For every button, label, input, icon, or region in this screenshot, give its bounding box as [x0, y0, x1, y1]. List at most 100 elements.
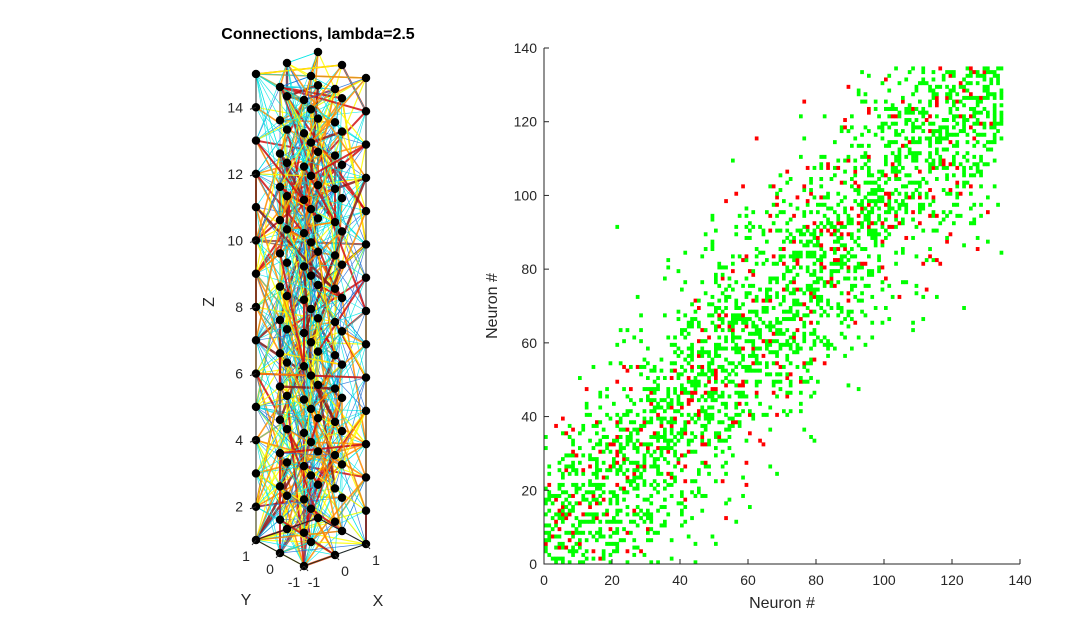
excitatory-connection-cell [785, 328, 790, 333]
excitatory-connection-cell [622, 538, 626, 543]
excitatory-connection-cell [724, 298, 728, 303]
excitatory-connection-cell [921, 228, 926, 233]
network-node [330, 118, 340, 127]
excitatory-connection-cell [724, 346, 728, 351]
excitatory-connection-cell [598, 420, 603, 425]
excitatory-connection-cell [625, 394, 630, 399]
excitatory-connection-cell [965, 158, 970, 163]
excitatory-connection-cell [605, 468, 609, 473]
excitatory-connection-cell [659, 449, 664, 454]
excitatory-connection-cell [975, 73, 980, 78]
excitatory-connection-cell [567, 549, 572, 554]
network-node [330, 450, 340, 460]
excitatory-connection-cell [822, 254, 827, 259]
inhibitory-connection-cell [785, 394, 790, 399]
excitatory-connection-cell [812, 342, 817, 347]
excitatory-connection-cell [771, 276, 776, 281]
excitatory-connection-cell [581, 560, 586, 565]
excitatory-connection-cell [748, 353, 752, 358]
excitatory-connection-cell [972, 114, 977, 119]
excitatory-connection-cell [894, 140, 898, 145]
excitatory-connection-cell [588, 453, 592, 458]
matrix-y-tick-label: 140 [514, 40, 538, 56]
excitatory-connection-cell [860, 298, 864, 303]
inhibitory-connection-cell [955, 165, 960, 170]
excitatory-connection-cell [751, 353, 756, 358]
inhibitory-connection-cell [557, 508, 562, 513]
inhibitory-connection-cell [564, 545, 569, 550]
network-edge [334, 421, 367, 511]
excitatory-connection-cell [853, 265, 858, 270]
excitatory-connection-cell [897, 158, 902, 163]
excitatory-connection-cell [935, 147, 939, 152]
excitatory-connection-cell [952, 158, 956, 163]
excitatory-connection-cell [751, 269, 756, 274]
network-node [282, 391, 292, 401]
excitatory-connection-cell [996, 81, 1000, 86]
excitatory-connection-cell [561, 431, 565, 436]
excitatory-connection-cell [914, 106, 919, 111]
excitatory-connection-cell [877, 265, 881, 270]
excitatory-connection-cell [799, 401, 803, 406]
excitatory-connection-cell [591, 556, 596, 561]
excitatory-connection-cell [853, 239, 858, 244]
excitatory-connection-cell [707, 350, 711, 355]
excitatory-connection-cell [758, 224, 762, 229]
excitatory-connection-cell [744, 213, 749, 218]
excitatory-connection-cell [972, 95, 977, 100]
inhibitory-connection-cell [683, 479, 688, 484]
excitatory-connection-cell [646, 394, 650, 399]
excitatory-connection-cell [907, 151, 912, 156]
x-tick-mark [365, 543, 371, 550]
excitatory-connection-cell [731, 453, 735, 458]
excitatory-connection-cell [714, 328, 718, 333]
excitatory-connection-cell [863, 247, 868, 252]
excitatory-connection-cell [612, 516, 616, 521]
inhibitory-connection-cell [938, 261, 943, 266]
excitatory-connection-cell [843, 353, 847, 358]
excitatory-connection-cell [663, 376, 667, 381]
inhibitory-connection-cell [744, 254, 749, 259]
inhibitory-connection-cell [986, 210, 990, 215]
inhibitory-connection-cell [948, 73, 953, 78]
excitatory-connection-cell [693, 412, 698, 417]
inhibitory-connection-cell [833, 283, 837, 288]
excitatory-connection-cell [686, 331, 691, 336]
excitatory-connection-cell [792, 331, 796, 336]
excitatory-connection-cell [707, 368, 711, 373]
inhibitory-connection-cell [666, 449, 671, 454]
excitatory-connection-cell [833, 224, 837, 229]
excitatory-connection-cell [676, 317, 681, 322]
excitatory-connection-cell [860, 276, 864, 281]
inhibitory-connection-cell [744, 460, 749, 465]
excitatory-connection-cell [867, 283, 871, 288]
excitatory-connection-cell [595, 423, 599, 428]
excitatory-connection-cell [914, 88, 919, 93]
inhibitory-connection-cell [884, 276, 888, 281]
network-node [330, 317, 340, 327]
excitatory-connection-cell [591, 364, 596, 369]
excitatory-connection-cell [839, 243, 844, 248]
excitatory-connection-cell [720, 317, 725, 322]
excitatory-connection-cell [785, 357, 790, 362]
excitatory-connection-cell [856, 92, 861, 97]
excitatory-connection-cell [856, 265, 861, 270]
excitatory-connection-cell [911, 154, 915, 159]
network-edge [255, 173, 281, 188]
excitatory-connection-cell [741, 353, 745, 358]
excitatory-connection-cell [639, 328, 643, 333]
excitatory-connection-cell [751, 324, 756, 329]
excitatory-connection-cell [605, 387, 609, 392]
excitatory-connection-cell [901, 129, 905, 134]
excitatory-connection-cell [778, 188, 783, 193]
excitatory-connection-cell [867, 158, 871, 163]
excitatory-connection-cell [938, 158, 943, 163]
excitatory-connection-cell [850, 247, 854, 252]
excitatory-connection-cell [833, 210, 837, 215]
excitatory-connection-cell [826, 342, 830, 347]
excitatory-connection-cell [771, 379, 776, 384]
excitatory-connection-cell [700, 339, 705, 344]
network-node [299, 328, 309, 338]
excitatory-connection-cell [649, 420, 654, 425]
excitatory-connection-cell [581, 453, 586, 458]
